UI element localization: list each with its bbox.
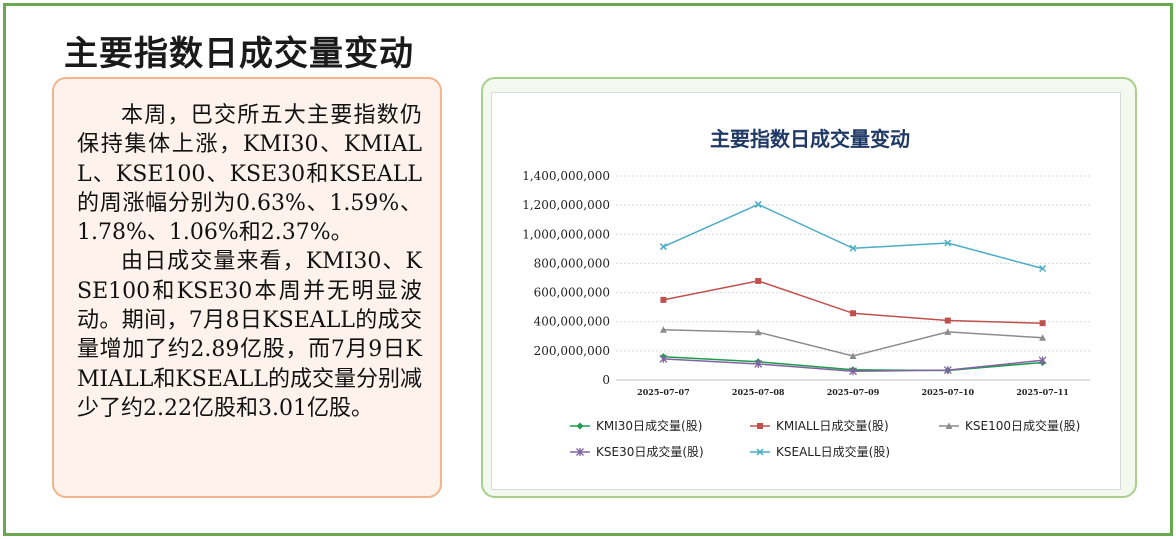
data-point (1039, 320, 1046, 327)
page-title: 主要指数日成交量变动 (64, 34, 414, 74)
chart-title: 主要指数日成交量变动 (710, 127, 910, 151)
series-5 (659, 200, 1047, 273)
chart-card: 主要指数日成交量变动 0 200,000,000 400,000,000 600,00… (491, 92, 1121, 490)
x-tick-label: 2025–07–10 (922, 387, 975, 397)
data-point (850, 310, 856, 317)
legend-marker (945, 422, 953, 429)
legend-label: KMIALL日成交量(股) (776, 418, 889, 433)
legend-label: KSEALL日成交量(股) (776, 444, 890, 459)
data-point (659, 243, 667, 251)
y-tick-label: 1,400,000,000 (522, 169, 610, 183)
commentary-paragraph-1: 本周，巴交所五大主要指数仍保持集体上涨，KMI30、KMIALL、KSE100、… (77, 103, 422, 246)
series-line (663, 280, 1043, 324)
legend-item-1: KMI30日成交量(股) (570, 418, 702, 433)
legend-marker (757, 423, 763, 429)
y-tick-label: 1,000,000,000 (522, 227, 610, 241)
legend-item-3: KSE100日成交量(股) (939, 418, 1080, 433)
y-tick-label: 600,000,000 (534, 286, 610, 300)
series-4 (659, 354, 1047, 376)
data-point (849, 367, 857, 376)
data-point (754, 200, 762, 208)
y-tick-label: 800,000,000 (534, 256, 610, 270)
commentary-paragraph-2: 由日成交量来看，KMI30、KSE100和KSE30本周并无明显波动。期间，7月… (77, 249, 422, 421)
data-point (944, 328, 952, 335)
y-tick-label: 0 (602, 373, 610, 387)
chart-panel: 主要指数日成交量变动 0 200,000,000 400,000,000 600,00… (481, 77, 1137, 498)
x-tick-label: 2025–07–11 (1016, 387, 1069, 397)
x-tick-label: 2025–07–08 (732, 387, 785, 397)
legend-item-5: KSEALL日成交量(股) (750, 444, 890, 459)
legend-marker (756, 448, 764, 456)
data-point (1039, 264, 1047, 273)
data-point (943, 366, 952, 375)
y-tick-label: 1,200,000,000 (522, 198, 610, 212)
legend-marker (576, 448, 584, 456)
data-point (944, 239, 952, 247)
legend-label: KSE100日成交量(股) (965, 418, 1080, 433)
data-point (754, 359, 763, 368)
legend-label: KSE30日成交量(股) (596, 444, 704, 459)
legend-item-4: KSE30日成交量(股) (570, 444, 704, 459)
legend-label: KMI30日成交量(股) (596, 418, 702, 433)
series-line (663, 328, 1043, 357)
series-3 (659, 326, 1047, 359)
data-point (659, 354, 668, 363)
volume-line-chart: 主要指数日成交量变动 0 200,000,000 400,000,000 600,00… (522, 127, 1090, 459)
x-tick-label: 2025–07–07 (637, 387, 690, 397)
data-point (659, 326, 667, 333)
commentary-box: 本周，巴交所五大主要指数仍保持集体上涨，KMI30、KMIALL、KSE100、… (52, 77, 442, 498)
data-point (754, 328, 762, 336)
series-2 (660, 277, 1046, 327)
data-point (755, 277, 762, 284)
legend-item-2: KMIALL日成交量(股) (750, 418, 889, 433)
data-point (849, 244, 857, 252)
data-point (660, 296, 667, 303)
y-tick-label: 400,000,000 (534, 315, 610, 329)
data-point (1038, 356, 1047, 365)
x-tick-label: 2025–07–09 (827, 387, 880, 397)
legend-marker (576, 422, 584, 430)
data-point (944, 317, 951, 324)
data-point (1039, 334, 1047, 341)
y-tick-label: 200,000,000 (534, 344, 610, 358)
data-point (849, 352, 857, 359)
series-line (663, 203, 1043, 270)
slide-frame: 主要指数日成交量变动 本周，巴交所五大主要指数仍保持集体上涨，KMI30、KMI… (3, 3, 1173, 536)
